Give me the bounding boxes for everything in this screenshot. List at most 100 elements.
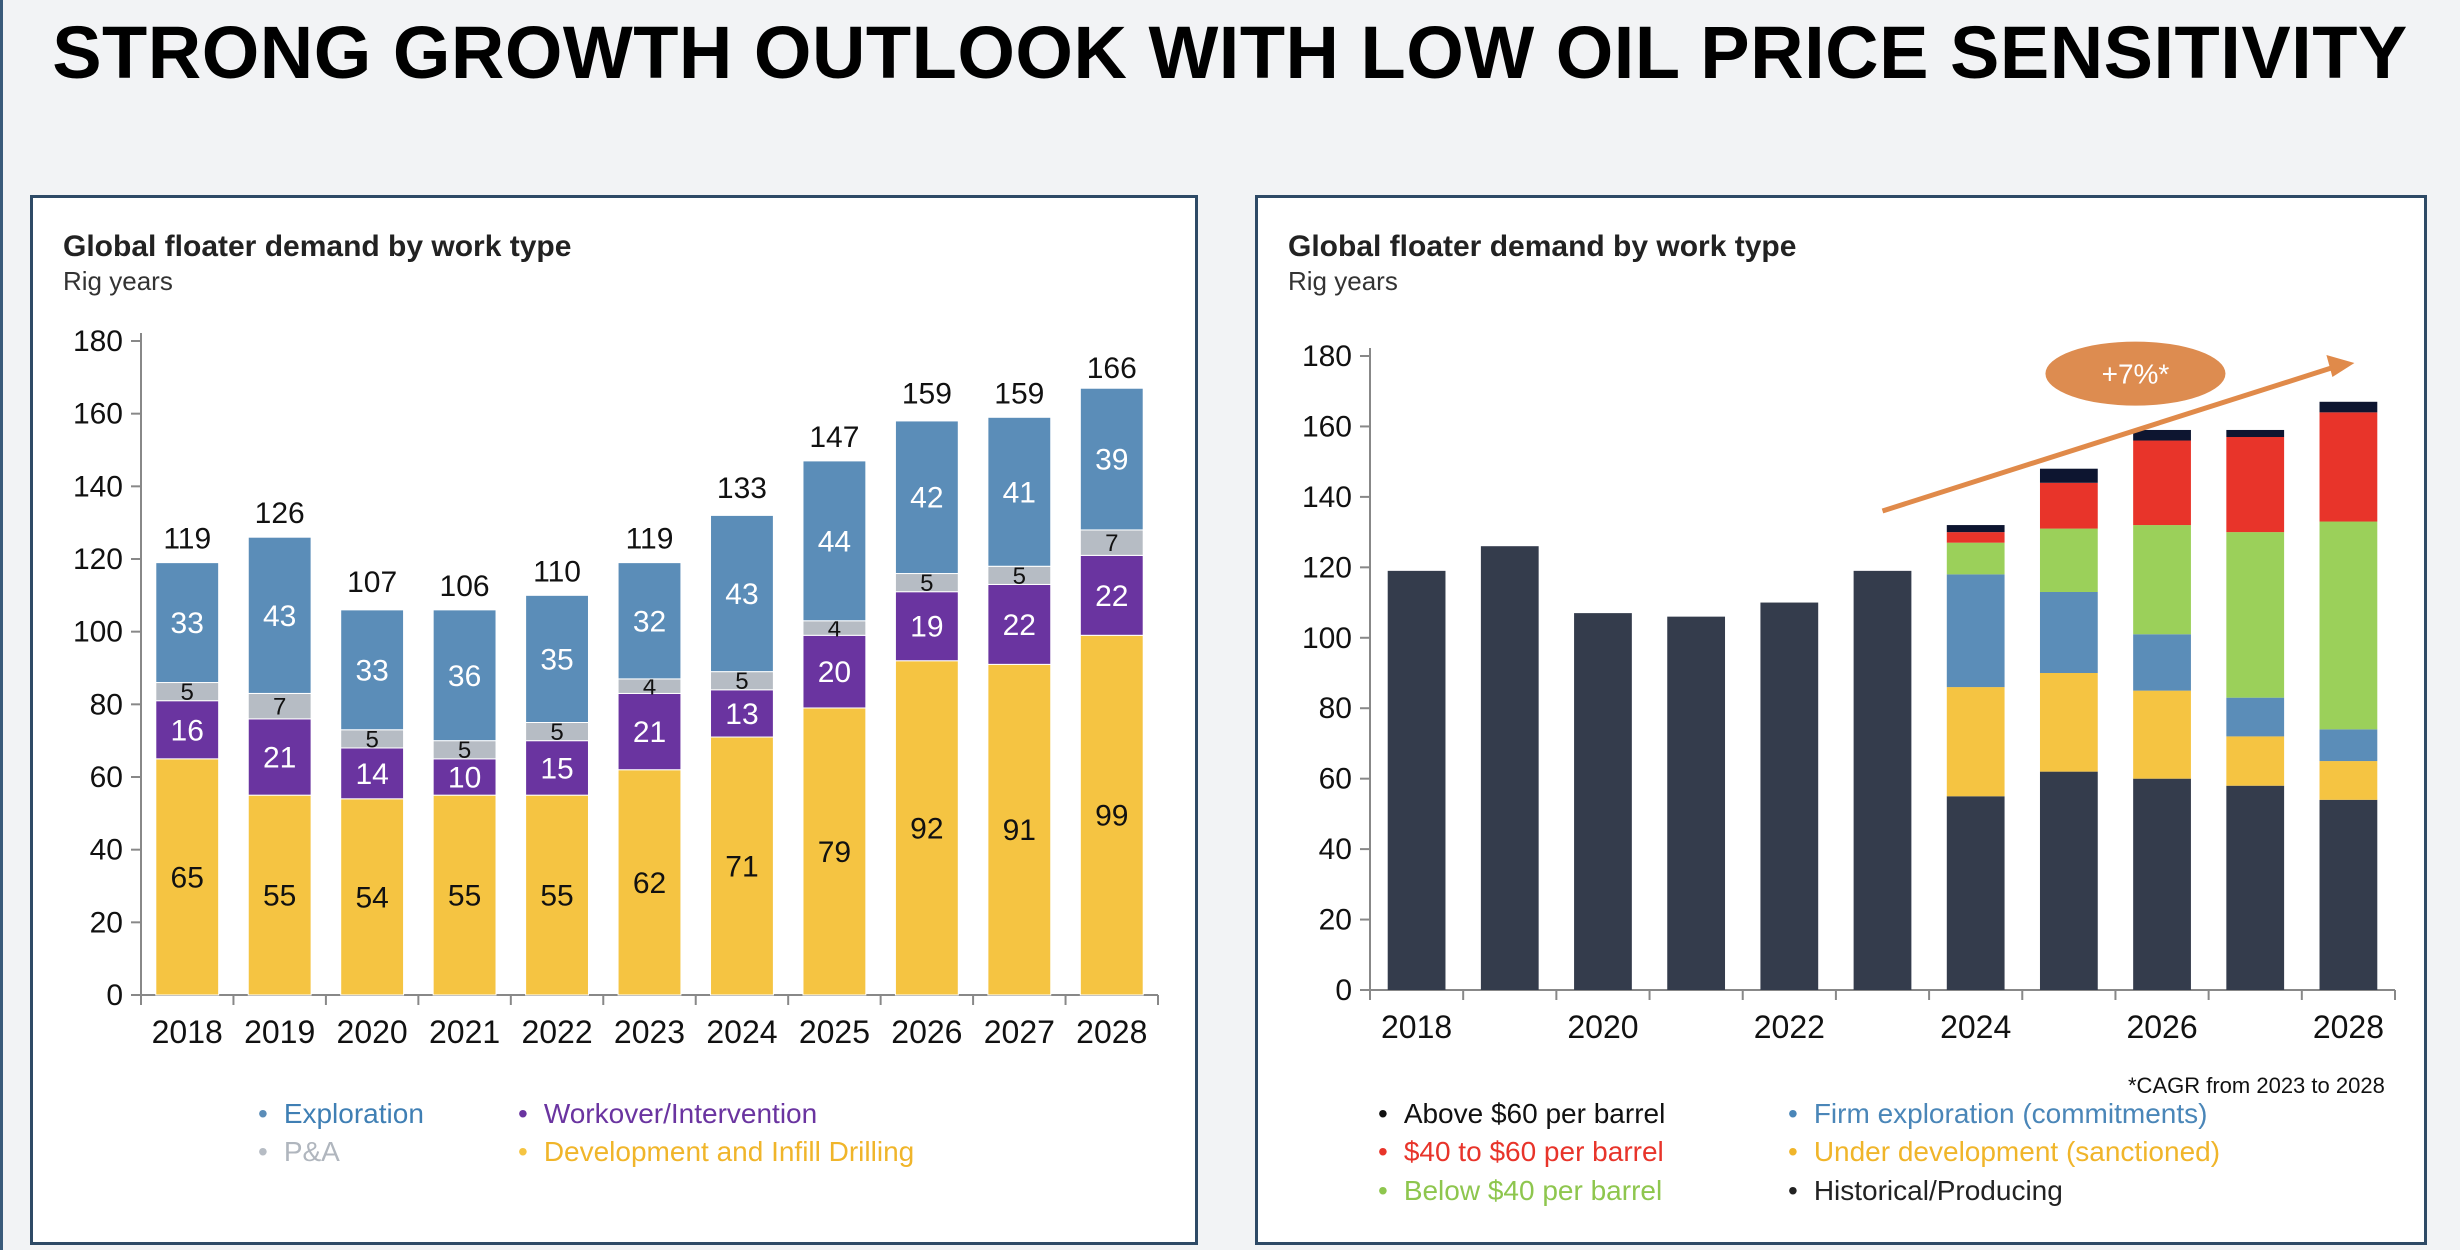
legend-bullet-icon: • <box>518 1098 528 1129</box>
y-tick-label: 120 <box>1302 551 1352 584</box>
bar-segment-development <box>247 794 312 996</box>
y-tick-label: 80 <box>90 688 123 721</box>
bar-segment-label: 7 <box>273 694 286 721</box>
bar-segment-historical <box>2133 778 2191 990</box>
x-tick-label: 2020 <box>337 1014 408 1050</box>
bar-segment-label: 55 <box>263 880 296 913</box>
bar-segment-below40 <box>2226 532 2285 698</box>
bar-segment-development <box>155 758 220 996</box>
bar-segment-historical <box>1480 546 1539 990</box>
bar-segment-above60 <box>2133 429 2191 441</box>
bar-segment-workover <box>340 747 405 800</box>
bar-segment-under_development <box>1946 687 2005 797</box>
bar-segment-label: 14 <box>355 758 388 791</box>
bar-segment-under_development <box>2319 761 2378 800</box>
bar-segment-label: 55 <box>448 880 481 913</box>
x-tick-label: 2027 <box>984 1014 1055 1050</box>
bar-segment-label: 16 <box>171 714 204 747</box>
bar-segment-workover <box>155 700 220 760</box>
legend-item-firm_exploration: • Firm exploration (commitments) <box>1788 1098 2207 1130</box>
bar-segment-label: 55 <box>540 880 573 913</box>
y-tick-label: 180 <box>1302 340 1352 373</box>
bar-segment-label: 7 <box>1105 530 1118 557</box>
bar-segment-historical <box>1946 796 2005 990</box>
legend-bullet-icon: • <box>1378 1175 1388 1206</box>
bar-segment-label: 36 <box>448 660 481 693</box>
bar-segment-label: 5 <box>1013 563 1026 590</box>
stacked-bar-chart-oil-price: 0 20 40 60 80 100 120 140 160 180 2018 2020 2022 2024… <box>1302 340 2396 1045</box>
legend-label: Exploration <box>283 1098 424 1129</box>
chart-subtitle: Rig years <box>63 266 173 296</box>
y-tick-label: 100 <box>73 616 123 649</box>
bar-segment-pa <box>1079 529 1144 556</box>
bar-segment-historical <box>1667 616 1726 990</box>
bar-segment-label: 54 <box>355 881 388 914</box>
bar-segment-label: 42 <box>910 482 943 515</box>
bar-total-label: 126 <box>255 497 305 530</box>
bar-segment-workover <box>1079 554 1144 636</box>
bar-total-label: 166 <box>1087 352 1137 385</box>
bar-total-label: 110 <box>533 555 581 588</box>
legend-item-workover: • Workover/Intervention <box>518 1098 817 1130</box>
x-tick-label: 2025 <box>799 1014 870 1050</box>
bar-segment-exploration <box>802 460 867 622</box>
chart-panel-oil-price: Global floater demand by work type Rig y… <box>1255 195 2427 1245</box>
bar-segment-exploration <box>525 594 589 724</box>
bar-segment-label: 62 <box>633 867 666 900</box>
legend-label: $40 to $60 per barrel <box>1403 1136 1664 1167</box>
bar-total-label: 106 <box>440 570 490 603</box>
x-tick-label: 2018 <box>152 1014 223 1050</box>
bar-segment-label: 19 <box>910 611 943 644</box>
y-tick-label: 160 <box>73 398 123 431</box>
y-tick-label: 60 <box>1319 763 1352 796</box>
bar-segment-workover <box>247 718 312 796</box>
legend-bullet-icon: • <box>1788 1136 1798 1167</box>
bar-segment-historical <box>1760 602 1819 990</box>
bar-segment-label: 22 <box>1003 609 1036 642</box>
x-tick-label: 2024 <box>706 1014 777 1050</box>
bar-total-label: 119 <box>163 523 211 556</box>
bar-segment-label: 10 <box>448 762 481 795</box>
bar-segment-exploration <box>894 420 959 575</box>
bar-segment-label: 5 <box>550 719 563 746</box>
legend-item-under_development: • Under development (sanctioned) <box>1788 1136 2220 1168</box>
bar-segment-firm_exploration <box>1946 574 2005 688</box>
bar-segment-label: 65 <box>171 861 204 894</box>
bar-segment-label: 33 <box>355 654 388 687</box>
cagr-arrow-line <box>1881 364 2336 514</box>
bar-segment-workover <box>802 634 867 709</box>
bar-segment-label: 71 <box>725 851 758 884</box>
bar-segment-label: 4 <box>828 615 841 642</box>
bar-segment-below40 <box>1946 542 2005 575</box>
y-tick-label: 140 <box>73 470 123 503</box>
bar-segment-development <box>802 707 867 996</box>
y-tick-label: 40 <box>90 834 123 867</box>
legend-label: Under development (sanctioned) <box>1813 1136 2221 1167</box>
bar-segment-development <box>987 663 1052 996</box>
bar-segment-exploration <box>340 609 405 731</box>
bar-segment-label: 20 <box>818 656 851 689</box>
bar-segment-above60 <box>1946 525 2005 533</box>
bar-segment-exploration <box>710 514 774 673</box>
legend-bullet-icon: • <box>1788 1175 1798 1206</box>
x-tick-label: 2022 <box>521 1014 592 1050</box>
legend-label: Firm exploration (commitments) <box>1813 1098 2208 1129</box>
bar-total-label: 147 <box>809 421 859 454</box>
bar-segment-development <box>894 660 959 996</box>
bar-segment-40to60 <box>2133 440 2191 526</box>
bar-segment-label: 5 <box>458 737 471 764</box>
bar-total-label: 133 <box>717 472 767 505</box>
cagr-arrow-head <box>2326 355 2355 378</box>
bar-segment-40to60 <box>2226 437 2285 533</box>
bar-total-label: 159 <box>994 377 1044 410</box>
bar-segment-development <box>1079 634 1144 996</box>
bar-segment-exploration <box>987 416 1052 567</box>
bar-segment-label: 91 <box>1003 814 1036 847</box>
legend-bullet-icon: • <box>518 1136 528 1167</box>
cagr-bubble <box>2045 341 2226 406</box>
bar-segment-label: 5 <box>181 679 194 706</box>
bar-segment-pa <box>247 692 312 720</box>
bar-segment-40to60 <box>1946 532 2005 543</box>
x-tick-label: 2019 <box>244 1014 315 1050</box>
